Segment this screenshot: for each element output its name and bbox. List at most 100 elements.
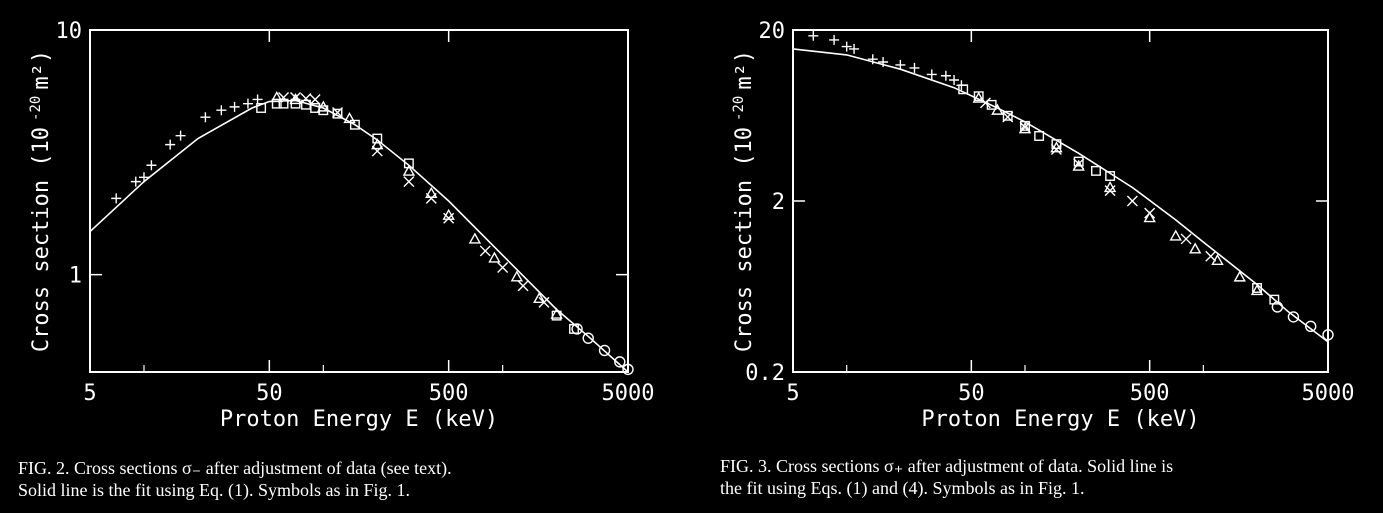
fig3-point-square	[958, 84, 969, 95]
fig2-point-cross	[517, 280, 529, 292]
fig2-point-square	[332, 108, 343, 119]
fig2-point-triangle	[402, 164, 416, 176]
fig3-y-label-exp: -20	[731, 96, 747, 121]
fig3-point-triangle	[972, 91, 985, 103]
fig2-point-square	[256, 103, 267, 113]
fig3-chart: 5 50 500 5000 0.2 2 20 Proton Energy E (keV) Cro…	[731, 19, 1354, 432]
fig3-point-cross	[1205, 250, 1217, 262]
fig3-point-plus	[849, 43, 860, 54]
fig2-x-tick-label: 5000	[602, 381, 655, 406]
fig3-point-square	[986, 99, 997, 110]
fig2-point-triangle	[343, 112, 356, 124]
fig2-point-cross	[443, 212, 455, 224]
fig2-point-triangle	[488, 251, 501, 263]
fig3-caption-line-2: the fit using Eqs. (1) and (4). Symbols …	[720, 478, 1085, 498]
fig2-point-circle	[582, 332, 594, 344]
fig2-y-label-main: Cross section (10	[29, 127, 54, 352]
fig3-point-square	[973, 91, 984, 102]
fig2-plot-frame	[89, 29, 629, 373]
fig3-y-tick-label: 20	[759, 19, 786, 44]
fig2-point-plus	[252, 94, 263, 105]
fig2-point-square	[271, 98, 282, 109]
fig2-point-plus	[242, 98, 253, 109]
fig3-point-cross	[1126, 195, 1138, 207]
fig3-point-square	[1091, 165, 1101, 176]
fig2-point-triangle	[371, 138, 384, 150]
fig3-point-cross	[1050, 144, 1062, 156]
fig3-point-circle	[1287, 311, 1300, 323]
fig3-point-plus	[940, 70, 951, 81]
fig2-point-plus	[146, 160, 157, 171]
fig2-point-cross	[371, 145, 383, 157]
fig3-point-triangle	[1050, 141, 1063, 153]
fig3-point-square	[1252, 283, 1262, 293]
fig2-point-square	[318, 105, 329, 116]
fig2-x-tick-label: 50	[256, 381, 283, 406]
fig3-y-tick-label: 2	[772, 190, 785, 215]
fig2-point-triangle	[425, 186, 438, 199]
figure-2: 5 50 500 5000 1 10 Proton Energy E (keV) Cross …	[0, 0, 680, 513]
fig3-point-plus	[808, 30, 819, 41]
fig2-caption: FIG. 2. Cross sections σ₋ after adjustme…	[18, 457, 452, 501]
fig2-point-square	[372, 133, 383, 144]
fig2-x-axis-label: Proton Energy E (keV)	[220, 407, 498, 432]
fig2-y-tick-label: 1	[69, 264, 82, 289]
fig2-point-triangle	[442, 208, 455, 220]
fig3-x-axis-label: Proton Energy E (keV)	[921, 407, 1199, 432]
fig3-point-triangle	[1169, 229, 1182, 241]
fig2-point-square	[403, 158, 414, 169]
fig3-point-circle	[1322, 329, 1334, 341]
fig2-point-plus	[200, 112, 211, 123]
fig3-point-plus	[867, 54, 878, 65]
fig2-point-plus	[130, 176, 141, 187]
fig2-point-plus	[216, 105, 227, 116]
fig2-x-tick-label: 500	[429, 381, 469, 406]
fig2-point-triangle	[468, 232, 482, 244]
fig2-point-triangle	[510, 270, 524, 282]
fig2-point-cross	[497, 261, 509, 273]
fig2-point-triangle	[270, 91, 283, 103]
fig2-point-cross	[403, 176, 415, 188]
fig2-point-plus	[138, 172, 149, 183]
fig3-point-plus	[909, 62, 920, 73]
fig3-point-square	[1034, 131, 1045, 141]
fig3-x-tick-label: 50	[958, 381, 985, 406]
fig3-point-triangle	[1103, 181, 1117, 193]
fig2-point-cross	[300, 92, 312, 104]
fig2-y-axis-label: Cross section (10 -20 m²)	[28, 50, 54, 352]
fig2-point-circle	[622, 363, 634, 376]
fig3-point-plus	[878, 56, 889, 67]
fig2-y-label-unit: m²)	[29, 50, 54, 90]
fig2-point-triangle	[550, 307, 563, 319]
fig2-point-circle	[571, 323, 583, 335]
fig3-y-axis-label: Cross section (10 -20 m²)	[731, 50, 757, 352]
fig2-point-cross	[309, 93, 321, 105]
fig3-point-plus	[829, 34, 840, 45]
fig2-y-tick-label: 10	[56, 19, 83, 44]
fig2-point-plus	[165, 139, 176, 150]
fig2-point-circle	[614, 356, 626, 368]
fig3-point-square	[1105, 171, 1116, 181]
fig3-y-label-main: Cross section (10	[732, 127, 757, 352]
fig3-point-circle	[1271, 301, 1284, 313]
fig2-point-triangle	[533, 291, 546, 304]
fig3-x-tick-label: 5	[786, 381, 799, 406]
fig2-point-square	[290, 98, 301, 109]
figure-3: 5 50 500 5000 0.2 2 20 Proton Energy E (keV) Cro…	[700, 0, 1383, 513]
fig3-caption: FIG. 3. Cross sections σ₊ after adjustme…	[720, 455, 1173, 499]
fig3-caption-line-1: FIG. 3. Cross sections σ₊ after adjustme…	[720, 456, 1174, 476]
fig3-x-tick-label: 500	[1130, 381, 1170, 406]
fig3-point-circle	[1305, 320, 1317, 333]
fig2-point-square	[278, 98, 289, 109]
fig2-point-plus	[229, 101, 240, 112]
fig3-point-triangle	[1143, 211, 1156, 223]
fig3-point-triangle	[1018, 122, 1032, 134]
fig2-point-cross	[479, 245, 491, 257]
fig3-point-plus	[926, 69, 937, 80]
fig3-point-plus	[949, 75, 960, 86]
fig3-point-square	[1020, 120, 1030, 131]
fig3-y-label-unit: m²)	[732, 50, 757, 90]
fig3-point-plus	[895, 59, 906, 70]
fig2-point-plus	[111, 193, 122, 204]
fig3-y-tick-label: 0.2	[745, 361, 785, 386]
